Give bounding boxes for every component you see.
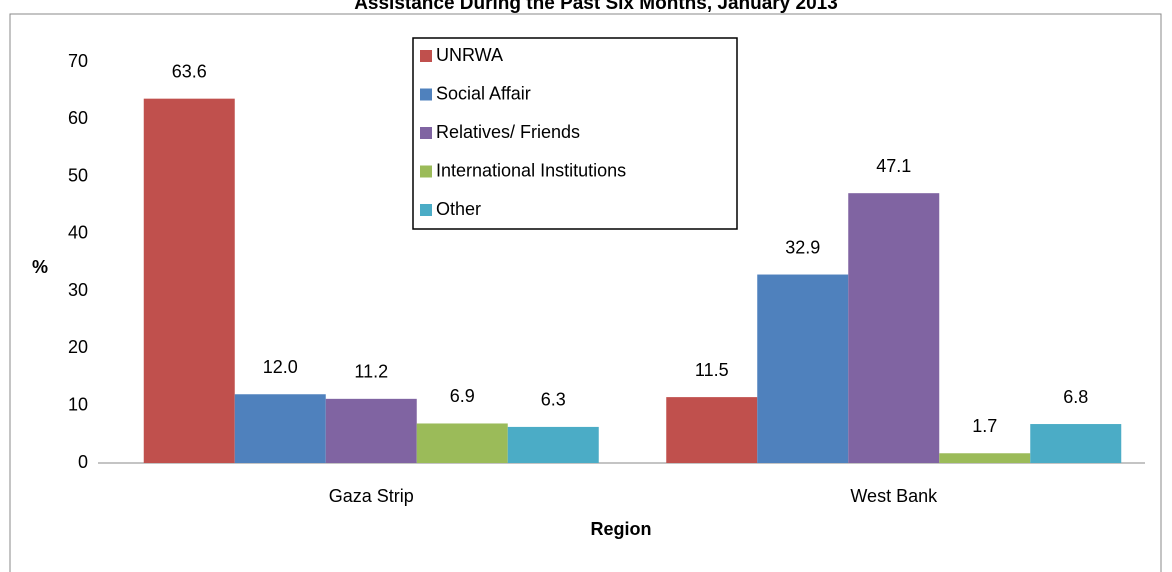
bar <box>666 397 758 463</box>
y-tick-label: 10 <box>68 394 88 414</box>
bar <box>416 423 508 463</box>
bar <box>143 98 235 464</box>
data-label: 12.0 <box>263 357 298 377</box>
bar <box>507 426 599 463</box>
data-label: 47.1 <box>876 156 911 176</box>
data-label: 63.6 <box>172 61 207 81</box>
x-tick-label: West Bank <box>850 486 938 506</box>
x-axis-title: Region <box>591 519 652 539</box>
bar <box>939 453 1031 463</box>
x-tick-label: Gaza Strip <box>329 486 414 506</box>
legend-box <box>412 37 738 230</box>
legend-label: Social Affair <box>436 83 531 103</box>
legend-swatch <box>420 127 432 139</box>
legend-swatch <box>420 165 432 178</box>
bar <box>325 398 417 463</box>
bar <box>234 394 326 463</box>
legend-label: UNRWA <box>436 45 503 65</box>
data-label: 11.5 <box>695 360 729 380</box>
bar <box>1030 424 1122 463</box>
chart-title: Assistance During the Past Six Months, J… <box>354 0 838 14</box>
legend-swatch <box>420 204 432 216</box>
legend-swatch <box>420 50 432 62</box>
legend-swatch <box>420 88 432 101</box>
y-tick-label: 40 <box>68 223 88 243</box>
y-tick-label: 60 <box>68 108 88 128</box>
y-tick-label: 0 <box>78 452 88 472</box>
data-label: 6.8 <box>1063 387 1088 407</box>
data-label: 11.2 <box>354 362 388 382</box>
y-tick-label: 20 <box>68 337 88 357</box>
legend-label: Other <box>436 199 481 219</box>
y-axis-title: % <box>32 257 48 277</box>
data-label: 32.9 <box>785 237 820 257</box>
data-label: 6.3 <box>541 390 566 410</box>
legend-label: International Institutions <box>436 160 626 180</box>
chart-frame <box>9 13 1162 572</box>
data-label: 6.9 <box>450 386 475 406</box>
y-tick-label: 30 <box>68 280 88 300</box>
y-tick-label: 70 <box>68 51 88 71</box>
y-tick-label: 50 <box>68 165 88 185</box>
bar <box>848 193 940 464</box>
data-label: 1.7 <box>972 416 997 436</box>
bar <box>757 274 849 463</box>
legend-label: Relatives/ Friends <box>436 122 580 142</box>
